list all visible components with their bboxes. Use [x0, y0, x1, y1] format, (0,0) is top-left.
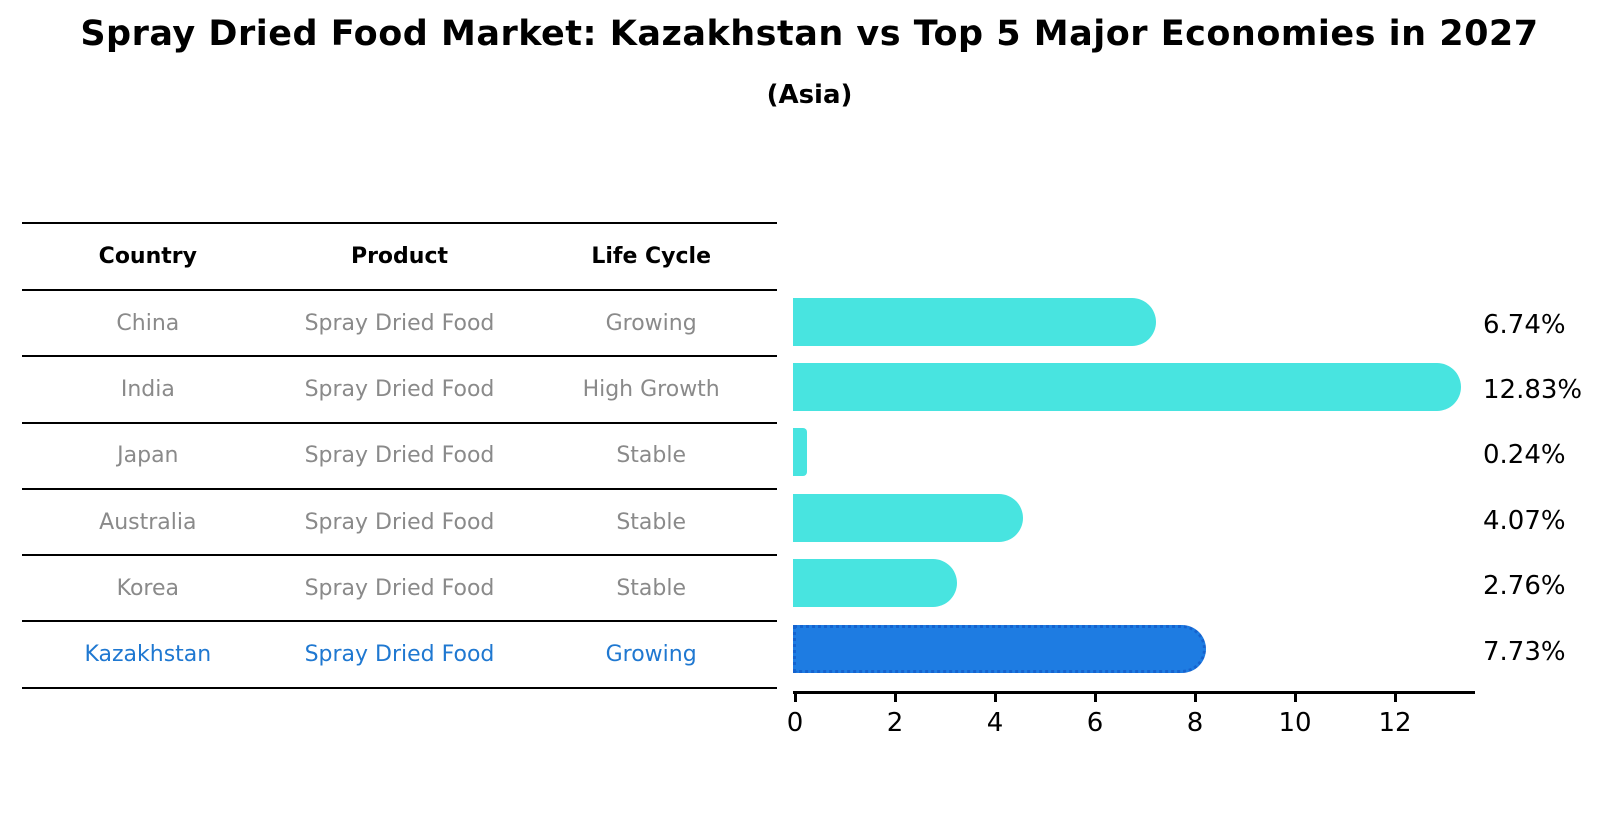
chart-subtitle: (Asia): [766, 80, 853, 110]
chart-title: Spray Dried Food Market: Kazakhstan vs T…: [80, 14, 1539, 54]
cell-product: Spray Dried Food: [304, 509, 495, 535]
cell-country: Kazakhstan: [84, 642, 212, 668]
cell-life-cycle: Stable: [616, 509, 686, 535]
bar-value-label-china: 6.74%: [1483, 309, 1566, 340]
cell-country: Japan: [117, 443, 179, 469]
x-tick-mark: [1094, 693, 1097, 702]
column-header-life-cycle: Life Cycle: [591, 244, 712, 269]
cell-country: China: [116, 310, 180, 336]
x-tick-mark: [1194, 693, 1197, 702]
bar-value-label-australia: 4.07%: [1483, 505, 1566, 536]
cell-life-cycle: High Growth: [582, 376, 720, 402]
cell-product: Spray Dried Food: [304, 376, 495, 402]
x-tick-label: 4: [986, 708, 1004, 738]
country-table: Country Product Life Cycle China Spray D…: [22, 222, 777, 689]
cell-country: Australia: [99, 509, 197, 535]
x-tick-mark: [1394, 693, 1397, 702]
x-tick-mark: [994, 693, 997, 702]
bar-japan: [793, 428, 807, 477]
cell-life-cycle: Growing: [605, 310, 697, 336]
bar-value-label-kazakhstan: 7.73%: [1483, 636, 1566, 667]
table-header-row: Country Product Life Cycle: [22, 224, 777, 291]
table-row: India Spray Dried Food High Growth: [22, 357, 777, 424]
table-row: China Spray Dried Food Growing: [22, 291, 777, 358]
bar-value-label-korea: 2.76%: [1483, 571, 1566, 602]
x-tick-label: 10: [1278, 708, 1312, 738]
bar-india: [793, 362, 1461, 411]
x-tick-label: 0: [786, 708, 804, 738]
bar-china: [793, 297, 1156, 346]
cell-life-cycle: Stable: [616, 575, 686, 601]
cell-life-cycle: Stable: [616, 443, 686, 469]
cell-country: India: [120, 376, 175, 402]
x-tick-label: 12: [1378, 708, 1412, 738]
cell-life-cycle: Growing: [605, 642, 697, 668]
bar-kazakhstan: [793, 624, 1206, 673]
cell-product: Spray Dried Food: [304, 443, 495, 469]
cell-product: Spray Dried Food: [304, 310, 495, 336]
table-row: Kazakhstan Spray Dried Food Growing: [22, 622, 777, 689]
bar-korea: [793, 559, 957, 608]
x-tick-label: 2: [886, 708, 904, 738]
column-header-country: Country: [98, 244, 197, 269]
cell-product: Spray Dried Food: [304, 642, 495, 668]
x-tick-mark: [1294, 693, 1297, 702]
table-row: Korea Spray Dried Food Stable: [22, 556, 777, 623]
cell-product: Spray Dried Food: [304, 575, 495, 601]
x-tick-mark: [794, 693, 797, 702]
bar-australia: [793, 493, 1023, 542]
table-row: Japan Spray Dried Food Stable: [22, 424, 777, 490]
x-tick-label: 8: [1186, 708, 1204, 738]
table-row: Australia Spray Dried Food Stable: [22, 490, 777, 557]
table-body: China Spray Dried Food Growing India Spr…: [22, 291, 777, 689]
x-tick-mark: [894, 693, 897, 702]
bar-value-label-india: 12.83%: [1483, 374, 1583, 405]
x-axis-line: [793, 691, 1475, 694]
x-tick-label: 6: [1086, 708, 1104, 738]
bar-value-label-japan: 0.24%: [1483, 440, 1566, 471]
cell-country: Korea: [116, 575, 180, 601]
column-header-product: Product: [350, 244, 449, 269]
